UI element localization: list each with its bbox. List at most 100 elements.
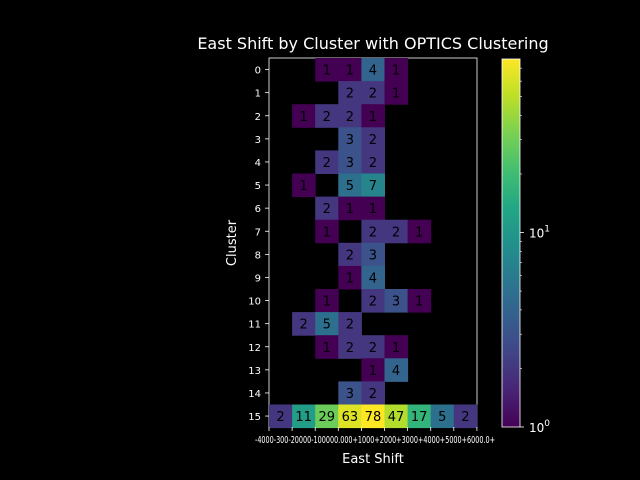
heatmap-cell (315, 312, 339, 336)
cell-value-label: 17 (411, 410, 428, 425)
cell-value-label: 2 (346, 341, 354, 356)
cell-value-label: 78 (365, 410, 382, 425)
heatmap-cell (315, 150, 339, 174)
cell-value-label: 2 (323, 202, 331, 217)
cell-value-label: 7 (369, 179, 377, 194)
colorbar-ticks: 100 101 (520, 67, 550, 435)
cell-value-label: 2 (392, 225, 400, 240)
heatmap-cell (384, 219, 409, 244)
heatmap-cell (384, 358, 409, 382)
heatmap-cell (338, 381, 362, 405)
y-tick-label: 13 (248, 366, 261, 377)
heatmap-cell (361, 289, 385, 313)
cell-value-label: 2 (369, 341, 377, 356)
heatmap-cell (361, 381, 385, 405)
cell-value-label: 2 (346, 110, 354, 125)
cell-value-label: 1 (369, 110, 377, 125)
cell-value-label: 1 (346, 202, 354, 217)
cell-value-label: 2 (369, 225, 377, 240)
heatmap-cell (338, 335, 362, 359)
heatmap-cell (338, 81, 362, 105)
heatmap-cell (361, 358, 385, 382)
heatmap-cell (361, 104, 385, 128)
cell-value-label: 1 (415, 295, 423, 310)
heatmap-cell (338, 173, 362, 198)
heatmap-cell (384, 81, 409, 105)
cell-value-label: 3 (346, 133, 354, 148)
cell-value-label: 3 (392, 295, 400, 310)
cell-value-label: 47 (388, 410, 405, 425)
heatmap-cell (361, 81, 385, 105)
heatmap-cell (338, 404, 362, 429)
cell-value-label: 1 (346, 271, 354, 286)
y-tick-label: 2 (255, 112, 261, 123)
heatmap-cell (292, 404, 316, 429)
heatmap-cell (338, 104, 362, 128)
x-axis-ticks: -4000-300-20000-100000.000+1000+2000+300… (255, 427, 495, 446)
heatmap-cell (338, 242, 362, 267)
cell-value-label: 1 (392, 64, 400, 79)
heatmap-cell (315, 289, 339, 313)
cell-value-label: 63 (342, 410, 359, 425)
heatmap-cell (315, 58, 339, 82)
heatmap-cell (361, 335, 385, 359)
cell-value-label: 5 (438, 410, 446, 425)
heatmap-cell (292, 104, 316, 128)
y-tick-label: 8 (255, 250, 261, 261)
heatmap-cell (361, 265, 385, 290)
heatmap-cell (361, 404, 385, 429)
cell-value-label: 2 (346, 248, 354, 263)
heatmap-cell (361, 127, 385, 151)
heatmap-cell (361, 150, 385, 174)
heatmap-cell (338, 58, 362, 82)
cell-value-label: 1 (369, 364, 377, 379)
heatmap-cell (292, 312, 316, 336)
cell-value-label: 1 (300, 179, 308, 194)
cell-value-label: 2 (369, 133, 377, 148)
colorbar-tick-label: 100 (529, 419, 550, 435)
cell-value-label: 2 (346, 87, 354, 102)
colorbar (501, 58, 521, 428)
cell-value-label: 1 (300, 110, 308, 125)
heatmap-cell (315, 104, 339, 128)
heatmap-cell (384, 289, 409, 313)
cell-value-label: 3 (346, 387, 354, 402)
y-tick-label: 14 (248, 389, 261, 400)
heatmap-cell (407, 219, 432, 244)
cell-value-label: 2 (323, 110, 331, 125)
cell-value-label: 2 (300, 318, 308, 333)
heatmap-cell (430, 404, 455, 429)
cell-value-label: 5 (323, 318, 331, 333)
cell-value-label: 2 (369, 387, 377, 402)
heatmap-cell (338, 127, 362, 151)
y-tick-label: 7 (255, 227, 261, 238)
heatmap-cell (361, 58, 385, 82)
heatmap-cell (384, 404, 409, 429)
cell-value-label: 4 (369, 271, 377, 286)
cell-value-label: 1 (323, 295, 331, 310)
cell-value-label: 5 (346, 179, 354, 194)
heatmap-cell (453, 404, 478, 429)
heatmap-cell (361, 173, 385, 198)
heatmap-cell (315, 335, 339, 359)
cell-value-label: 1 (392, 87, 400, 102)
heatmap-cell (361, 219, 385, 244)
cell-value-label: 1 (415, 225, 423, 240)
y-tick-label: 6 (255, 204, 261, 215)
cell-value-label: 1 (369, 202, 377, 217)
heatmap-cell (315, 196, 339, 221)
cell-value-label: 2 (323, 156, 331, 171)
x-tick-labels: -4000-300-20000-100000.000+1000+2000+300… (255, 435, 495, 446)
cell-value-label: 1 (392, 341, 400, 356)
colorbar-tick-label: 101 (529, 225, 550, 241)
cell-value-label: 2 (346, 318, 354, 333)
cell-value-label: 11 (295, 410, 312, 425)
y-axis-label: Cluster (225, 219, 240, 266)
cell-value-label: 4 (369, 64, 377, 79)
heatmap-cell (338, 196, 362, 221)
y-tick-label: 15 (248, 412, 261, 423)
y-tick-label: 4 (255, 158, 261, 169)
chart-title: East Shift by Cluster with OPTICS Cluste… (197, 34, 548, 53)
heatmap-cell (384, 58, 409, 82)
